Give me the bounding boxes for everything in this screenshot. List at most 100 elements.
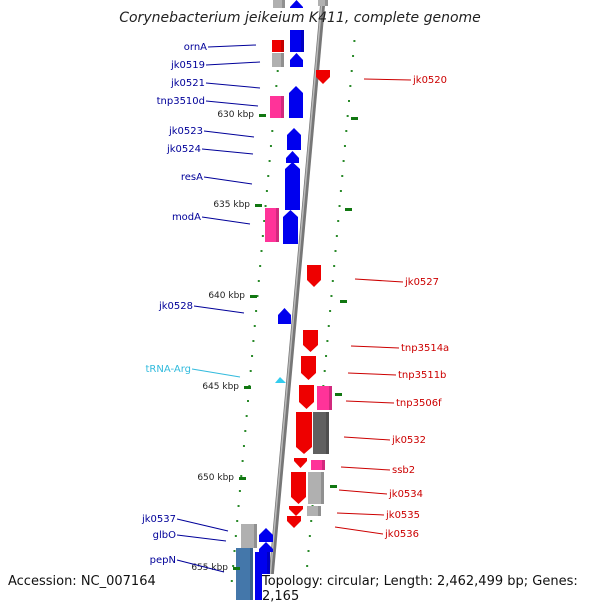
- gene-label-tnp3511b: tnp3511b: [398, 370, 446, 381]
- gene-block-shade: [250, 548, 253, 600]
- gene-label-glbO: glbO: [153, 530, 176, 541]
- gene-label-ssb2: ssb2: [392, 465, 415, 476]
- gene-block: [272, 40, 284, 52]
- accession-label: Accession: NC_007164: [8, 574, 156, 589]
- gene-label-tRNA-Arg: tRNA-Arg: [146, 364, 191, 375]
- scale-dot-left: [230, 580, 233, 582]
- gene-label-tnp3510d: tnp3510d: [157, 96, 205, 107]
- scale-dot-right: [308, 535, 311, 537]
- scale-dot-left: [271, 130, 274, 132]
- leader-line: [347, 372, 397, 376]
- scale-dot-left: [263, 220, 266, 222]
- gene-label-jk0534: jk0534: [388, 489, 423, 500]
- gene-block-shade: [282, 0, 285, 8]
- leader-line: [336, 512, 385, 516]
- scale-dot-left: [255, 310, 258, 312]
- scale-dot-left: [249, 370, 252, 372]
- scale-dot-left: [261, 235, 264, 237]
- gene-arrow: [289, 506, 303, 516]
- gene-block: [241, 524, 257, 548]
- scale-dot-right: [352, 55, 355, 57]
- scale-dot-left: [260, 250, 263, 252]
- gene-arrow: [291, 472, 306, 504]
- leader-line: [340, 466, 391, 471]
- leader-line: [201, 216, 251, 225]
- scale-dot-left: [241, 460, 244, 462]
- scale-dot-left: [257, 280, 260, 282]
- scale-dot-left: [238, 490, 241, 492]
- scale-dot-right: [306, 565, 309, 567]
- gene-label-jk0536: jk0536: [384, 529, 419, 540]
- scale-dot-left: [245, 415, 248, 417]
- gene-arrow: [287, 128, 301, 150]
- scale-tick: [330, 485, 337, 488]
- gene-block: [270, 96, 284, 118]
- gene-label-jk0532: jk0532: [391, 435, 426, 446]
- scale-dot-right: [323, 370, 326, 372]
- scale-dot-left: [234, 535, 237, 537]
- leader-line: [203, 130, 255, 138]
- scale-dot-right: [346, 115, 349, 117]
- scale-dot-left: [276, 70, 279, 72]
- gene-label-resA: resA: [181, 172, 203, 183]
- gene-block: [318, 0, 328, 6]
- gene-arrow: [296, 412, 312, 454]
- scale-tick: [233, 567, 240, 570]
- scale-dot-right: [341, 175, 344, 177]
- gene-label-jk0523: jk0523: [168, 126, 203, 137]
- scale-dot-left: [232, 565, 235, 567]
- scale-dot-right: [343, 145, 346, 147]
- genome-backbone: [266, 0, 326, 601]
- scale-dot-right: [307, 550, 310, 552]
- gene-block-shade: [318, 506, 321, 516]
- gene-block: [308, 472, 324, 504]
- gene-label-pepN: pepN: [150, 555, 176, 566]
- scale-tick: [255, 204, 262, 207]
- scale-dot-right: [338, 205, 341, 207]
- gene-block-shade: [329, 386, 332, 410]
- scale-dot-left: [259, 265, 262, 267]
- gene-block-shade: [322, 460, 325, 470]
- scale-tick: [345, 208, 352, 211]
- leader-line: [176, 534, 227, 542]
- scale-tick: [351, 117, 358, 120]
- gene-arrow: [287, 516, 301, 528]
- scale-dot-left: [265, 190, 268, 192]
- scale-dot-left: [247, 400, 249, 402]
- scale-dot-left: [244, 430, 247, 432]
- scale-dot-right: [349, 85, 352, 87]
- leader-line: [191, 368, 241, 378]
- scale-dot-right: [335, 235, 338, 237]
- scale-label: 650 kbp: [197, 473, 234, 483]
- scale-dot-left: [268, 160, 271, 162]
- gene-arrow: [303, 330, 318, 352]
- scale-dot-right: [345, 130, 348, 132]
- gene-label-jk0521: jk0521: [170, 78, 205, 89]
- scale-dot-left: [242, 445, 245, 447]
- gene-block-shade: [281, 53, 284, 67]
- scale-label: 645 kbp: [202, 382, 239, 392]
- scale-dot-left: [256, 295, 259, 297]
- scale-dot-right: [348, 100, 350, 102]
- gene-block: [272, 53, 284, 67]
- gene-label-jk0519: jk0519: [170, 60, 205, 71]
- scale-dot-right: [342, 160, 345, 162]
- gene-block: [236, 548, 253, 600]
- genome-backbone-highlight: [267, 0, 323, 601]
- leader-line: [207, 44, 257, 48]
- leader-line: [205, 100, 259, 107]
- scale-dot-right: [333, 265, 336, 267]
- gene-label-tnp3514a: tnp3514a: [401, 343, 449, 354]
- leader-line: [350, 345, 400, 349]
- gene-block: [313, 412, 329, 454]
- gene-label-jk0528: jk0528: [158, 301, 193, 312]
- gene-label-jk0520: jk0520: [412, 75, 447, 86]
- gene-arrow: [259, 542, 273, 552]
- gene-arrow: [285, 162, 300, 210]
- topology-summary: Topology: circular; Length: 2,462,499 bp…: [262, 574, 600, 604]
- scale-dot-right: [310, 520, 313, 522]
- leader-line: [334, 526, 384, 535]
- gene-label-jk0524: jk0524: [166, 144, 201, 155]
- gene-block: [311, 460, 325, 470]
